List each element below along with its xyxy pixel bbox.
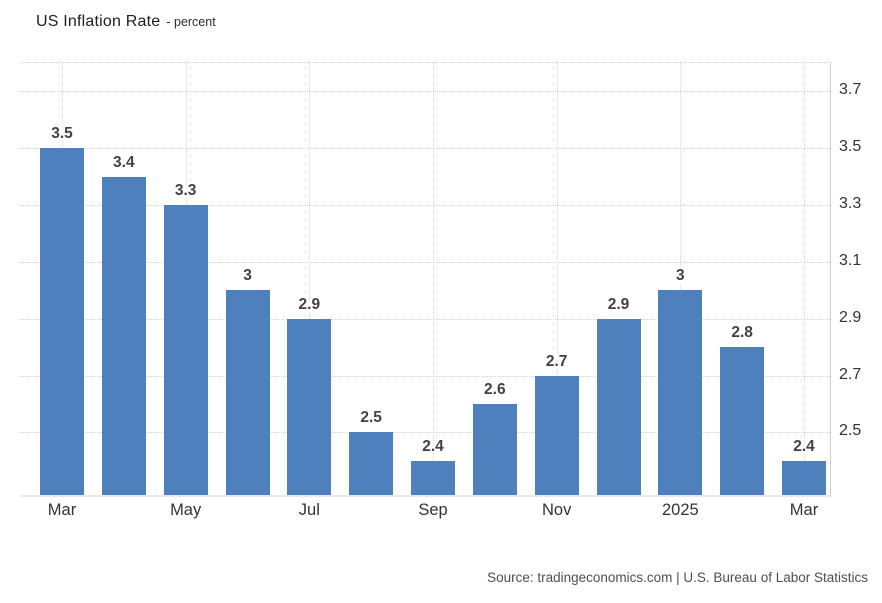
- chart-title-block: US Inflation Rate - percent: [36, 13, 216, 31]
- source-attribution: Source: tradingeconomics.com | U.S. Bure…: [487, 570, 868, 585]
- y-gridline: [20, 91, 830, 93]
- bar-value-label: 3.4: [113, 153, 135, 171]
- x-tick-label: Mar: [789, 501, 819, 519]
- bar-dec[interactable]: [596, 318, 641, 495]
- chart-subtitle: - percent: [166, 15, 216, 29]
- y-gridline: [20, 375, 830, 377]
- plot-area: 3.5 3.4 3.3 3 2.9 2.5 2.4 2.6 2.7 2.9 3 2.8 2.4: [20, 62, 831, 497]
- bar-value-label: 3: [676, 267, 685, 285]
- bar-value-label: 2.6: [484, 381, 506, 399]
- bar-value-label: 2.9: [607, 295, 630, 313]
- bar-nov[interactable]: [534, 375, 579, 495]
- bar-feb[interactable]: [720, 347, 765, 495]
- y-tick-label: 3.1: [839, 251, 862, 269]
- bar-mar[interactable]: [40, 148, 84, 495]
- bar-jul[interactable]: [287, 318, 332, 495]
- bar-value-label: 2.8: [731, 324, 753, 342]
- bar-value-label: 2.5: [360, 409, 382, 427]
- bar-jun[interactable]: [225, 290, 270, 495]
- y-tick-label: 3.3: [839, 195, 862, 213]
- y-gridline: [20, 148, 830, 150]
- y-tick-label: 3.5: [839, 138, 862, 156]
- x-tick-label: Sep: [418, 501, 448, 519]
- y-gridline: [20, 205, 830, 207]
- bar-value-label: 3.3: [174, 182, 197, 200]
- bar-aug[interactable]: [349, 432, 394, 495]
- bar-value-label: 3: [243, 267, 252, 285]
- x-tick-label: Mar: [47, 501, 77, 519]
- bar-may[interactable]: [163, 205, 208, 495]
- bar-jan-2025[interactable]: [658, 290, 703, 495]
- bar-sep[interactable]: [411, 460, 455, 495]
- x-gridline: [804, 63, 805, 495]
- bar-value-label: 2.4: [793, 437, 815, 455]
- bar-value-label: 3.5: [51, 125, 73, 143]
- y-tick-label: 3.7: [839, 81, 862, 99]
- y-gridline: [20, 318, 830, 320]
- x-tick-label: May: [170, 501, 202, 519]
- y-tick-label: 2.7: [839, 365, 862, 383]
- chart-title: US Inflation Rate: [36, 13, 161, 30]
- bar-value-label: 2.4: [422, 437, 444, 455]
- x-gridline: [680, 63, 682, 495]
- y-gridline: [20, 432, 830, 434]
- x-tick-label: Nov: [541, 501, 572, 519]
- x-tick-label: 2025: [661, 501, 699, 519]
- bar-value-label: 2.7: [545, 352, 568, 370]
- bar-apr[interactable]: [101, 176, 146, 495]
- y-tick-label: 2.5: [839, 422, 862, 440]
- x-tick-label: Jul: [298, 501, 320, 519]
- y-tick-label: 2.9: [839, 308, 862, 326]
- bar-oct[interactable]: [472, 404, 517, 495]
- x-gridline: [309, 63, 311, 495]
- x-gridline: [556, 63, 558, 495]
- bar-value-label: 2.9: [298, 295, 321, 313]
- x-gridline: [433, 63, 434, 495]
- bar-mar[interactable]: [782, 460, 826, 495]
- y-gridline: [20, 261, 830, 263]
